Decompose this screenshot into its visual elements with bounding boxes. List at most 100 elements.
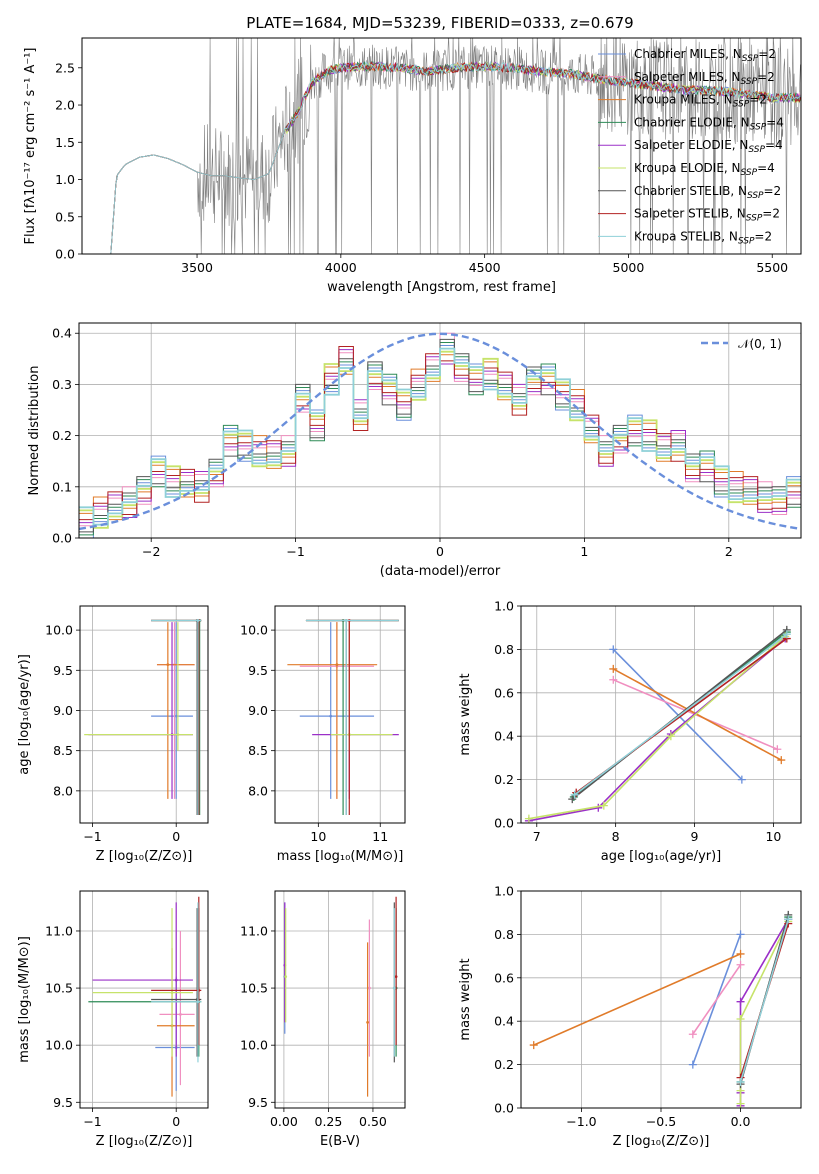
y-tick-label: 9.5: [53, 663, 73, 678]
plus-marker: [609, 645, 618, 654]
residuals-axes: 𝒩(0, 1) −2 −1 0 1 2 0.0 0.1 0.2 0.3 0.4 (data-model…: [27, 322, 802, 579]
x-axis-label: age [log₁₀(age/yr)]: [601, 849, 722, 864]
x-tick-label: 9: [691, 829, 699, 844]
age-vs-Z-plot-area: [84, 619, 202, 815]
plus-marker: [688, 1060, 697, 1069]
legend-label: Salpeter ELODIE, NSSP=4: [634, 138, 783, 155]
x-axis-label: E(B-V): [320, 1134, 360, 1149]
x-axis-label: Z [log₁₀(Z/Z⊙)]: [613, 1134, 710, 1149]
legend-label: Chabrier STELIB, NSSP=2: [634, 184, 781, 201]
mass-vs-z-axes: −1 0 9.5 10.0 10.5 11.0 Z [log₁₀(Z/Z⊙)] mass [l…: [17, 890, 209, 1149]
point-marker: [284, 975, 288, 979]
plus-marker: [599, 801, 608, 810]
y-tick-label: 0.5: [55, 209, 75, 224]
y-tick-label: 8.5: [248, 743, 268, 758]
age-vs-mass-frame: [274, 605, 406, 824]
weight-vs-z-axes: −1.0 −0.5 0.0 0.0 0.2 0.4 0.6 0.8 1.0 Z [log₁₀(Z/…: [458, 884, 802, 1149]
weight-line-1: [612, 648, 743, 781]
weight-line-9: [739, 918, 790, 1083]
weight-line-6: [528, 635, 786, 820]
y-tick-label: 9.5: [248, 1095, 268, 1110]
plus-marker: [736, 949, 745, 958]
spectrum-axes: Chabrier MILES, NSSP=2 Salpeter MILES, NS…: [23, 37, 802, 295]
x-tick-label: −1: [286, 544, 304, 559]
residuals-plot-area: [79, 332, 801, 538]
x-tick-label: 11: [372, 829, 388, 844]
plus-marker: [773, 745, 782, 754]
x-tick-label: 0: [436, 544, 444, 559]
x-tick-label: 7: [533, 829, 541, 844]
mass-vs-Z-plot-area: [88, 896, 202, 1097]
y-tick-label: 10.0: [45, 623, 73, 638]
errorbar-point: [287, 622, 378, 799]
legend-label: Salpeter MILES, NSSP=2: [634, 70, 775, 87]
x-tick-label: 0: [172, 829, 180, 844]
plus-marker: [736, 1015, 745, 1024]
plus-marker: [736, 930, 745, 939]
point-marker: [174, 714, 178, 718]
legend-label: Kroupa ELODIE, NSSP=4: [634, 161, 775, 178]
point-marker: [394, 975, 398, 979]
point-marker: [196, 1000, 200, 1004]
plus-marker: [777, 756, 786, 765]
y-tick-label: 9.5: [53, 1095, 73, 1110]
x-axis-label: Z [log₁₀(Z/Z⊙)]: [96, 849, 193, 864]
errorbar-point: [92, 908, 193, 1057]
point-marker: [335, 663, 339, 667]
weight-vs-age-plot-area: [524, 625, 791, 823]
weight-vs-Z-plot-area: [529, 910, 793, 1108]
y-axis-label: mass weight: [458, 958, 473, 1040]
point-marker: [174, 978, 178, 982]
point-marker: [176, 733, 180, 736]
y-axis-label: Normed distribution: [27, 366, 42, 496]
weight-line-9: [574, 633, 788, 796]
plus-marker: [524, 814, 533, 823]
errorbar-point: [305, 619, 399, 815]
y-tick-label: 0.4: [52, 326, 72, 341]
y-tick-label: 0.6: [494, 685, 514, 700]
legend-label: Chabrier ELODIE, NSSP=4: [634, 115, 784, 132]
weight-line-6: [739, 921, 790, 1104]
y-tick-label: 10.0: [240, 623, 268, 638]
x-tick-label: 0: [172, 1114, 180, 1129]
y-tick-label: 2.5: [55, 60, 75, 75]
y-tick-label: 9.0: [53, 703, 73, 718]
errorbar-point: [84, 622, 193, 751]
errorbar-point: [88, 908, 202, 1057]
y-tick-label: 0.2: [494, 1057, 514, 1072]
residuals-legend: 𝒩(0, 1): [701, 337, 782, 351]
errorbar-point: [151, 619, 202, 815]
plus-marker: [529, 1041, 538, 1050]
errorbar-point: [159, 930, 195, 1086]
point-marker: [196, 619, 200, 622]
y-tick-label: 8.0: [248, 783, 268, 798]
errorbar-point: [367, 919, 371, 1057]
spectrum-model-9: [110, 60, 801, 254]
y-tick-label: 10.0: [240, 1038, 268, 1053]
y-tick-label: 1.0: [55, 172, 75, 187]
y-tick-label: 0.8: [494, 927, 514, 942]
plus-marker: [570, 790, 579, 799]
y-tick-label: 10.5: [240, 981, 268, 996]
errorbar-point: [366, 942, 370, 1097]
x-tick-label: 4500: [469, 260, 501, 275]
y-axis-label: age [log₁₀(age/yr)]: [17, 654, 32, 775]
spectrum-title: PLATE=1684, MJD=53239, FIBERID=0333, z=0…: [246, 14, 633, 32]
legend-label: Kroupa STELIB, NSSP=2: [634, 229, 772, 246]
plus-marker: [736, 1077, 745, 1086]
point-marker: [178, 1012, 182, 1016]
point-marker: [344, 619, 348, 622]
point-marker: [166, 663, 170, 667]
errorbar-point: [305, 619, 399, 815]
mass-vs-ebv-plot-area: [283, 896, 398, 1097]
x-tick-label: 2: [725, 544, 733, 559]
x-tick-label: −2: [142, 544, 160, 559]
legend-label: 𝒩(0, 1): [738, 337, 782, 351]
y-axis-label: mass weight: [458, 673, 473, 755]
plus-marker: [736, 997, 745, 1006]
y-axis-label: mass [log₁₀(M/M⊙)]: [17, 936, 32, 1063]
age-vs-Z-frame: [79, 605, 209, 824]
y-tick-label: 0.2: [52, 428, 72, 443]
y-tick-label: 0.4: [494, 1014, 514, 1029]
mass-vs-ebv-grid: [275, 891, 405, 1108]
